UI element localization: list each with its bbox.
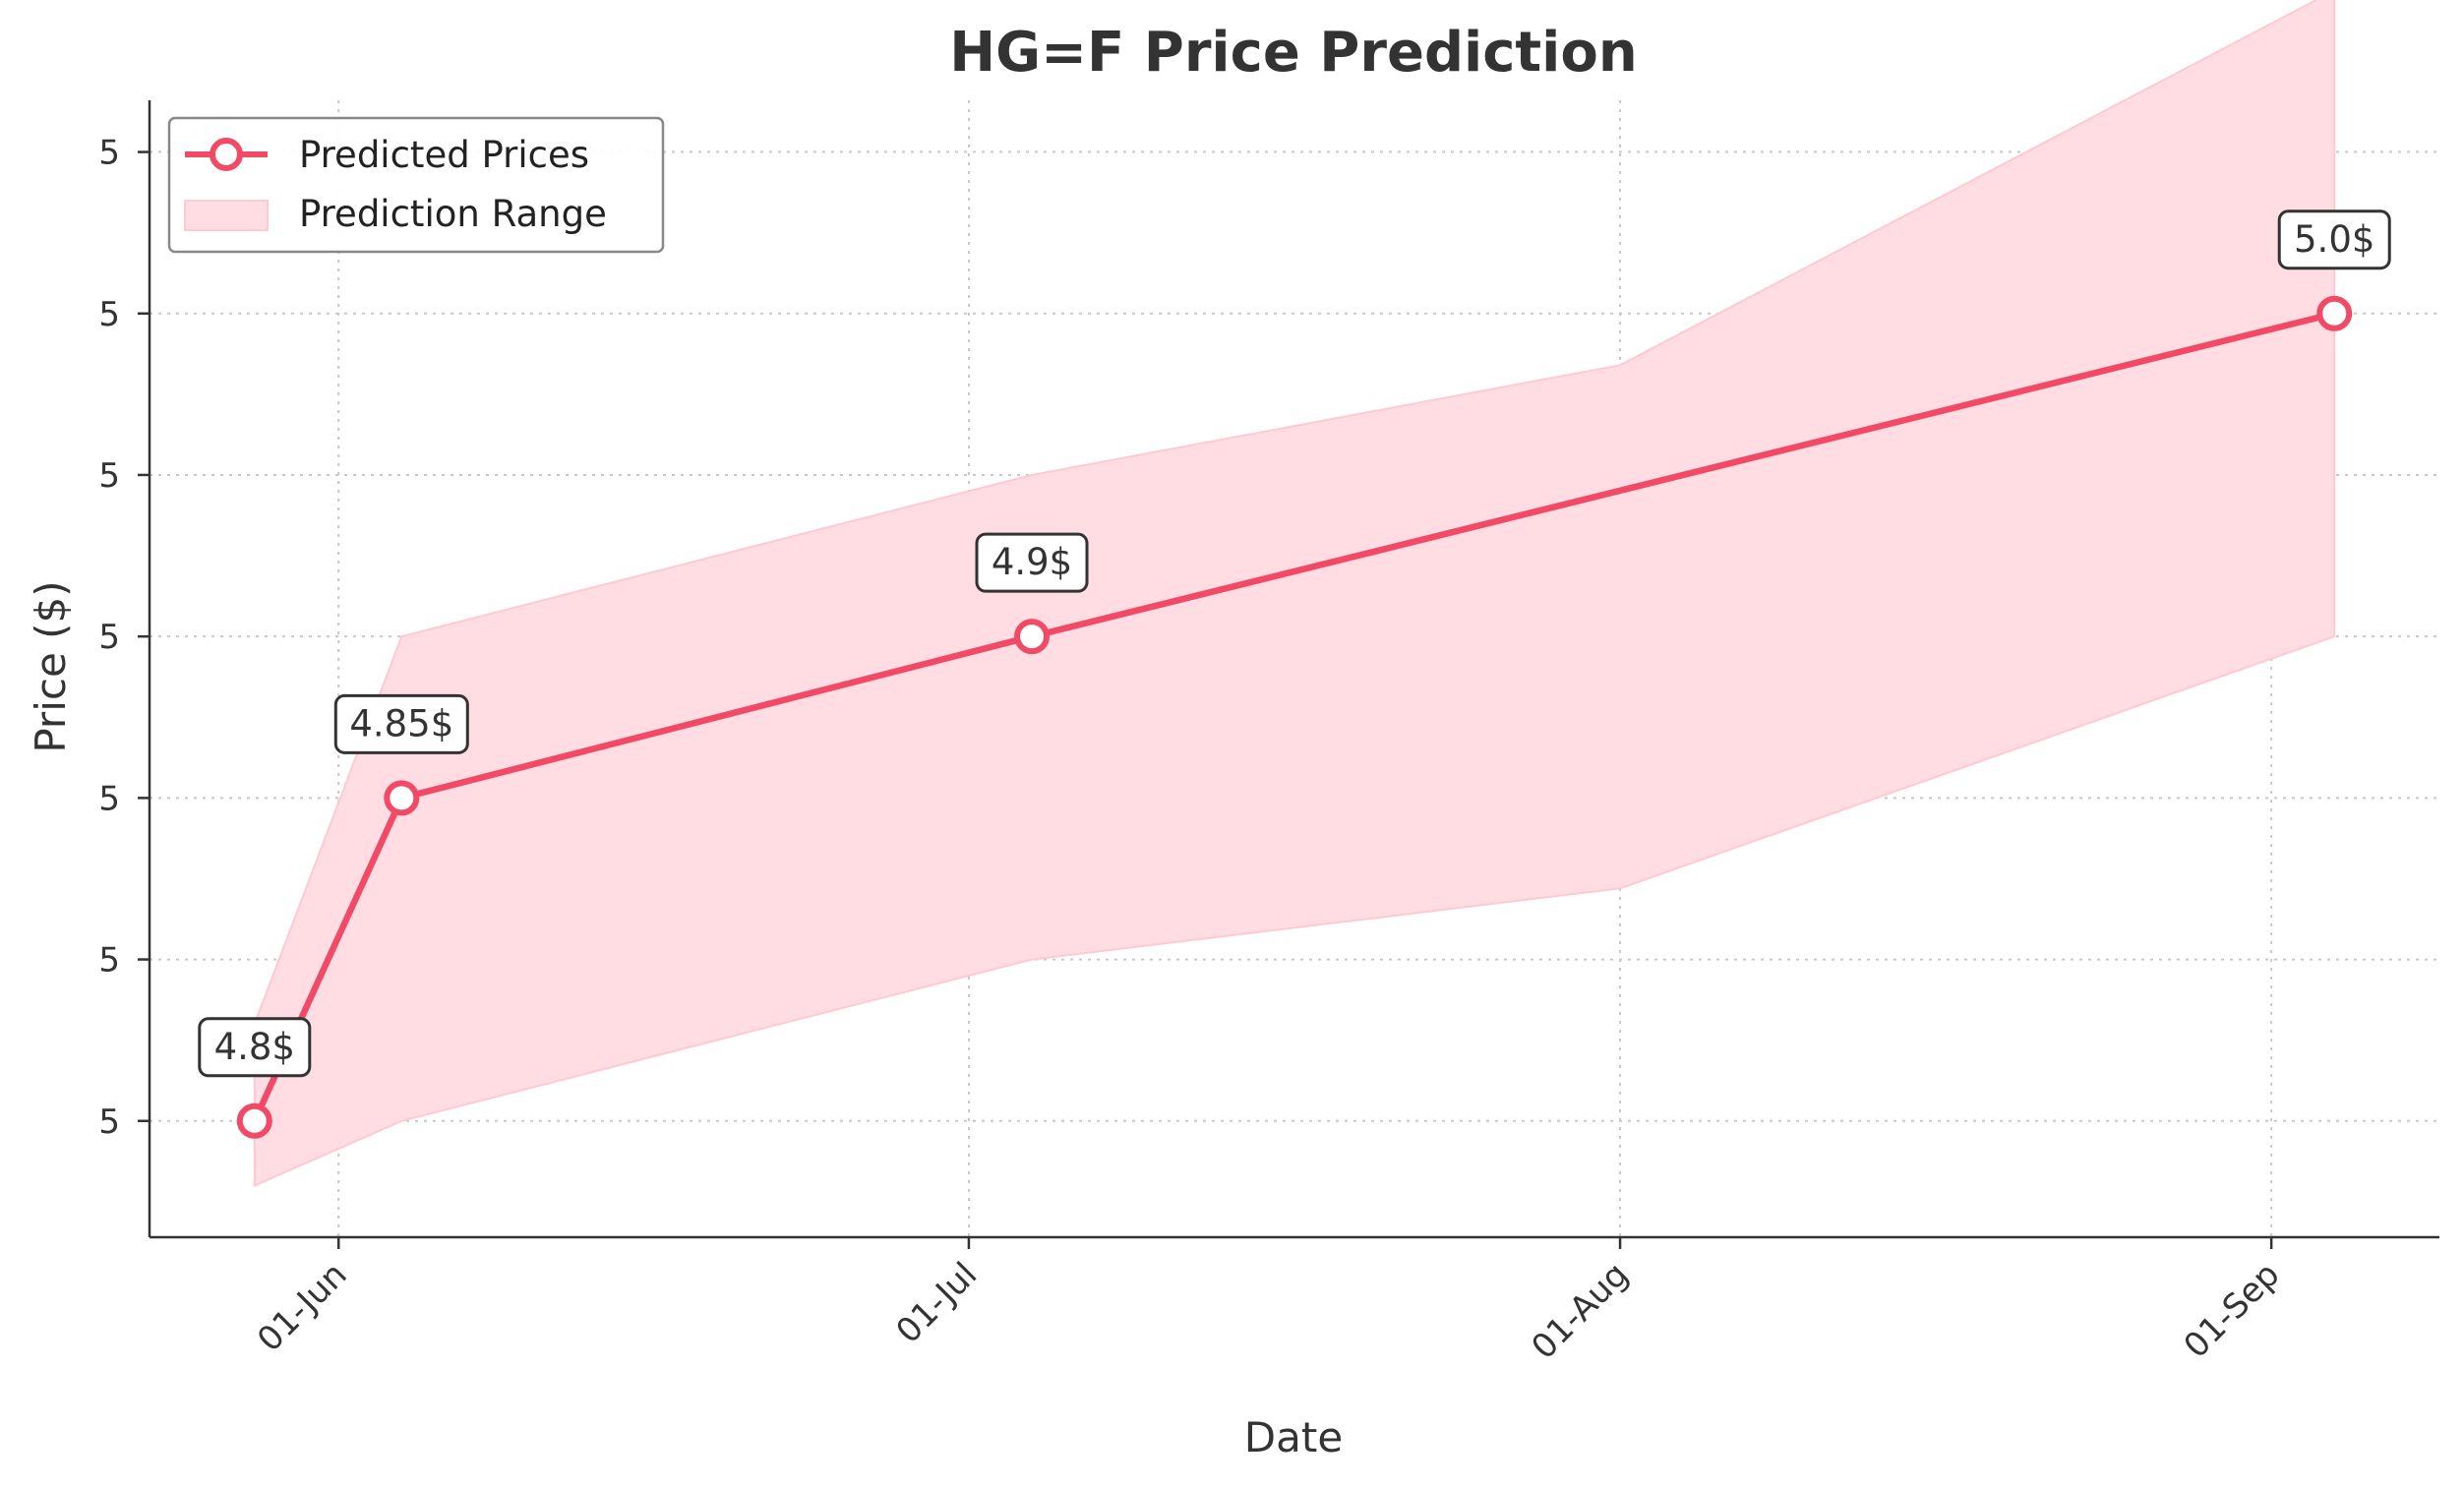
- legend-label-range: Prediction Range: [299, 193, 607, 235]
- y-tick-label: 5: [98, 456, 120, 496]
- y-axis-label: Price ($): [27, 580, 75, 752]
- legend-range-swatch: [184, 200, 269, 231]
- x-tick-label: 01-Jun: [250, 1255, 354, 1359]
- legend: Predicted Prices Prediction Range: [167, 116, 665, 254]
- data-point: [236, 1102, 272, 1139]
- predicted-prices-line: [251, 310, 2335, 1123]
- legend-frame: [167, 116, 665, 254]
- data-points: 4.8$ 4.85$ 4.9$ 5.0$: [198, 209, 2391, 1139]
- data-point: [2316, 295, 2353, 331]
- data-label-box: [333, 693, 469, 754]
- y-tick-label: 5: [98, 779, 120, 818]
- prediction-range-band: [253, 0, 2336, 1188]
- data-label: 4.85$: [349, 702, 453, 744]
- y-tick-label: 5: [98, 295, 120, 334]
- data-point: [1014, 619, 1051, 655]
- x-tick-label: 01-Sep: [2177, 1255, 2288, 1366]
- y-tick-label: 5: [98, 134, 120, 173]
- data-label-box: [198, 1017, 312, 1078]
- legend-label-predicted: Predicted Prices: [299, 134, 589, 176]
- x-tick-label: 01-Aug: [1524, 1255, 1636, 1367]
- data-label: 5.0$: [2294, 218, 2374, 261]
- axes: [138, 100, 2439, 1249]
- data-label: 4.8$: [214, 1026, 295, 1068]
- chart-title: HG=F Price Prediction: [949, 21, 1637, 85]
- data-label-box: [2277, 209, 2391, 270]
- y-tick-label: 5: [98, 941, 120, 981]
- x-tick-label: 01-Jul: [888, 1255, 985, 1351]
- y-tick-label: 5: [98, 618, 120, 657]
- x-axis-label: Date: [1244, 1413, 1343, 1461]
- data-point: [384, 780, 420, 816]
- data-label-box: [975, 532, 1089, 593]
- data-label: 4.9$: [992, 541, 1072, 583]
- legend-marker-swatch: [210, 138, 243, 171]
- y-tick-label: 5: [98, 1102, 120, 1142]
